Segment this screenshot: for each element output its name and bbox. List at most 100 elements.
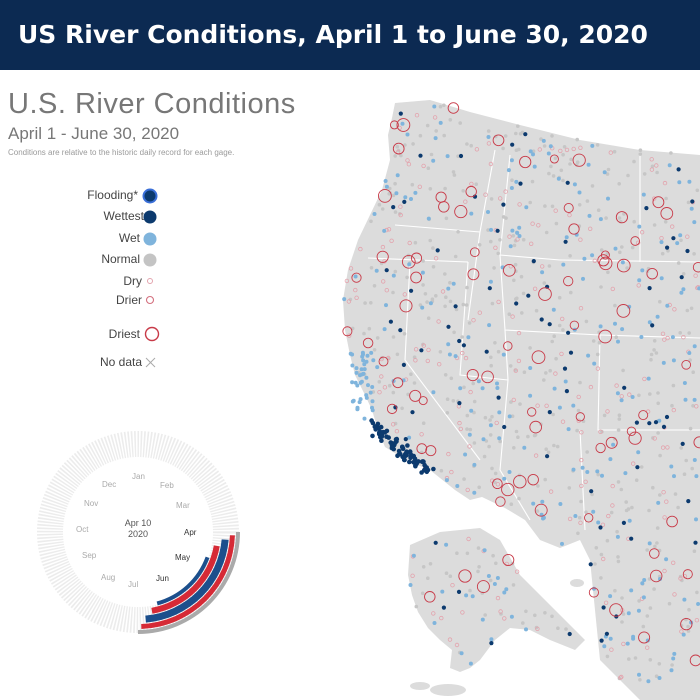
wet-gage-dot (353, 380, 358, 385)
normal-gage-dot (444, 571, 449, 575)
normal-gage-dot (367, 326, 372, 331)
normal-gage-dot (461, 189, 466, 193)
driest-gage-ring (649, 548, 660, 559)
wet-gage-dot (524, 627, 528, 632)
dry-gage-ring (610, 483, 615, 489)
month-label-nov: Nov (84, 499, 99, 508)
dry-gage-ring (458, 426, 463, 432)
wet-gage-dot (602, 170, 607, 175)
normal-gage-dot (455, 551, 459, 555)
legend-label-dry: Dry (123, 274, 142, 288)
wet-gage-dot (382, 327, 387, 332)
driest-gage-ring (628, 431, 642, 445)
wet-gage-dot (552, 386, 557, 391)
wet-gage-dot (374, 268, 379, 273)
normal-gage-dot (520, 130, 525, 135)
normal-gage-dot (557, 295, 562, 300)
wettest-gage-dot (563, 239, 568, 244)
dry-gage-ring (381, 279, 386, 284)
wet-gage-dot (459, 651, 464, 656)
normal-gage-dot (524, 609, 528, 614)
normal-gage-dot (681, 272, 686, 276)
wettest-gage-dot (412, 456, 418, 462)
wet-gage-dot (637, 278, 642, 283)
normal-gage-dot (451, 170, 456, 174)
wettest-gage-dot (650, 323, 655, 328)
dry-gage-ring (466, 536, 471, 542)
normal-gage-dot (448, 574, 453, 578)
wet-gage-dot (590, 143, 595, 148)
wet-gage-dot (466, 335, 471, 340)
normal-gage-dot (533, 613, 537, 618)
wettest-gage-dot (680, 441, 685, 446)
wet-gage-dot (395, 173, 400, 178)
normal-gage-dot (685, 308, 690, 313)
normal-gage-dot (487, 444, 491, 449)
normal-gage-dot (465, 427, 469, 431)
wettest-gage-dot (518, 181, 523, 186)
normal-gage-dot (493, 471, 498, 476)
dry-gage-ring (460, 610, 465, 615)
normal-gage-dot (465, 551, 470, 556)
normal-gage-dot (625, 266, 629, 270)
wet-gage-dot (497, 436, 502, 441)
normal-gage-dot (521, 237, 526, 242)
wet-gage-dot (541, 138, 546, 143)
normal-gage-dot (616, 480, 621, 484)
dry-gage-ring (477, 310, 482, 315)
normal-gage-dot (660, 251, 665, 256)
wet-gage-dot (486, 574, 491, 578)
wettest-gage-dot (409, 288, 414, 293)
wettest-gage-dot (545, 454, 550, 459)
dry-gage-ring (579, 430, 584, 435)
wettest-gage-dot (589, 489, 594, 494)
normal-gage-dot (595, 352, 600, 357)
driest-gage-ring (342, 326, 353, 337)
wet-gage-dot (370, 408, 375, 413)
normal-gage-dot (393, 269, 398, 274)
wettest-gage-dot (398, 111, 403, 116)
wet-gage-dot (646, 679, 651, 684)
normal-gage-dot (551, 174, 556, 178)
normal-gage-dot (458, 121, 463, 125)
wettest-gage-dot (401, 362, 406, 367)
dry-gage-ring (608, 150, 613, 155)
normal-gage-dot (406, 392, 410, 397)
driest-gage-ring (466, 369, 479, 382)
normal-gage-dot (613, 588, 617, 593)
dry-gage-ring (495, 482, 501, 487)
driest-gage-ring (597, 254, 610, 267)
normal-gage-dot (426, 316, 431, 321)
wet-gage-dot (413, 190, 418, 195)
dry-gage-ring (377, 390, 382, 395)
normal-gage-dot (515, 296, 519, 301)
normal-gage-dot (429, 152, 434, 157)
driest-gage-ring (386, 403, 398, 415)
normal-gage-dot (548, 368, 552, 373)
normal-gage-dot (536, 484, 540, 488)
wet-gage-dot (394, 191, 399, 196)
normal-gage-dot (605, 538, 610, 543)
normal-gage-dot (535, 509, 540, 513)
dry-gage-ring (558, 148, 563, 154)
normal-gage-dot (638, 148, 643, 152)
normal-gage-dot (509, 400, 513, 404)
normal-gage-dot (669, 151, 673, 155)
wet-gage-dot (679, 290, 684, 295)
wet-gage-dot (656, 500, 661, 505)
wet-gage-dot (476, 379, 481, 384)
normal-gage-dot (542, 144, 547, 148)
wet-gage-dot (384, 303, 388, 308)
normal-gage-dot (474, 182, 479, 186)
normal-gage-dot (533, 433, 538, 437)
wettest-gage-dot (418, 153, 423, 158)
wettest-gage-dot (401, 457, 407, 463)
wet-gage-dot (458, 386, 463, 391)
normal-gage-dot (428, 238, 433, 243)
wet-gage-dot (590, 253, 595, 258)
dry-gage-ring (511, 397, 516, 403)
wettest-gage-dot (391, 205, 396, 210)
wettest-gage-dot (644, 206, 649, 211)
normal-gage-dot (577, 203, 582, 207)
